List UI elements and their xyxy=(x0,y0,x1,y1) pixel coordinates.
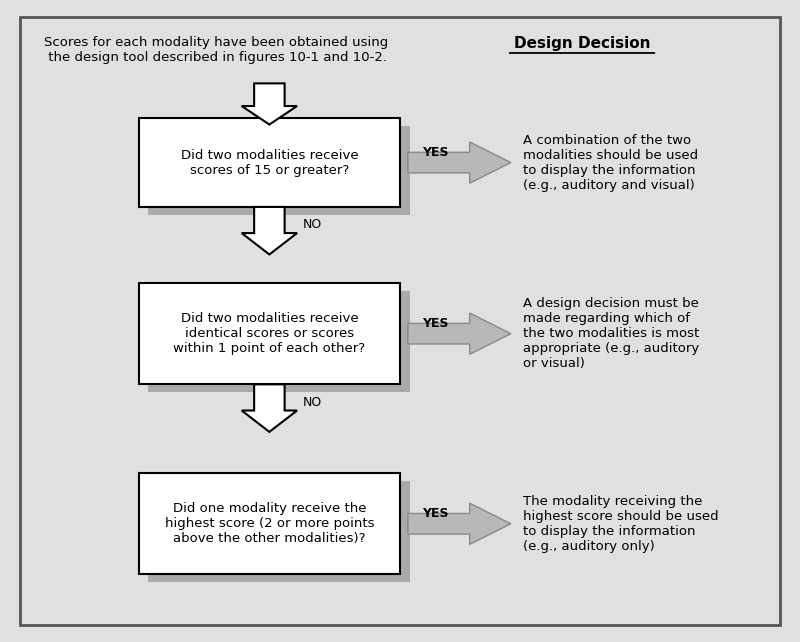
FancyBboxPatch shape xyxy=(138,473,400,575)
Text: Did two modalities receive
identical scores or scores
within 1 point of each oth: Did two modalities receive identical sco… xyxy=(174,312,366,355)
Text: YES: YES xyxy=(422,317,449,330)
Polygon shape xyxy=(408,313,511,354)
Text: YES: YES xyxy=(422,146,449,159)
FancyBboxPatch shape xyxy=(148,481,410,582)
Text: Did one modality receive the
highest score (2 or more points
above the other mod: Did one modality receive the highest sco… xyxy=(165,502,374,545)
Text: A combination of the two
modalities should be used
to display the information
(e: A combination of the two modalities shou… xyxy=(522,134,698,191)
Polygon shape xyxy=(242,207,297,254)
Text: The modality receiving the
highest score should be used
to display the informati: The modality receiving the highest score… xyxy=(522,495,718,553)
Polygon shape xyxy=(408,503,511,544)
Text: NO: NO xyxy=(302,218,322,231)
Text: YES: YES xyxy=(422,507,449,520)
Text: A design decision must be
made regarding which of
the two modalities is most
app: A design decision must be made regarding… xyxy=(522,297,699,370)
Text: Design Decision: Design Decision xyxy=(514,36,650,51)
Text: NO: NO xyxy=(302,395,322,408)
Polygon shape xyxy=(242,385,297,432)
FancyBboxPatch shape xyxy=(138,283,400,385)
FancyBboxPatch shape xyxy=(138,118,400,207)
Text: Scores for each modality have been obtained using
 the design tool described in : Scores for each modality have been obtai… xyxy=(44,36,388,64)
FancyBboxPatch shape xyxy=(148,291,410,392)
FancyBboxPatch shape xyxy=(148,126,410,214)
Polygon shape xyxy=(408,142,511,183)
Text: Did two modalities receive
scores of 15 or greater?: Did two modalities receive scores of 15 … xyxy=(181,148,358,177)
Polygon shape xyxy=(242,83,297,125)
